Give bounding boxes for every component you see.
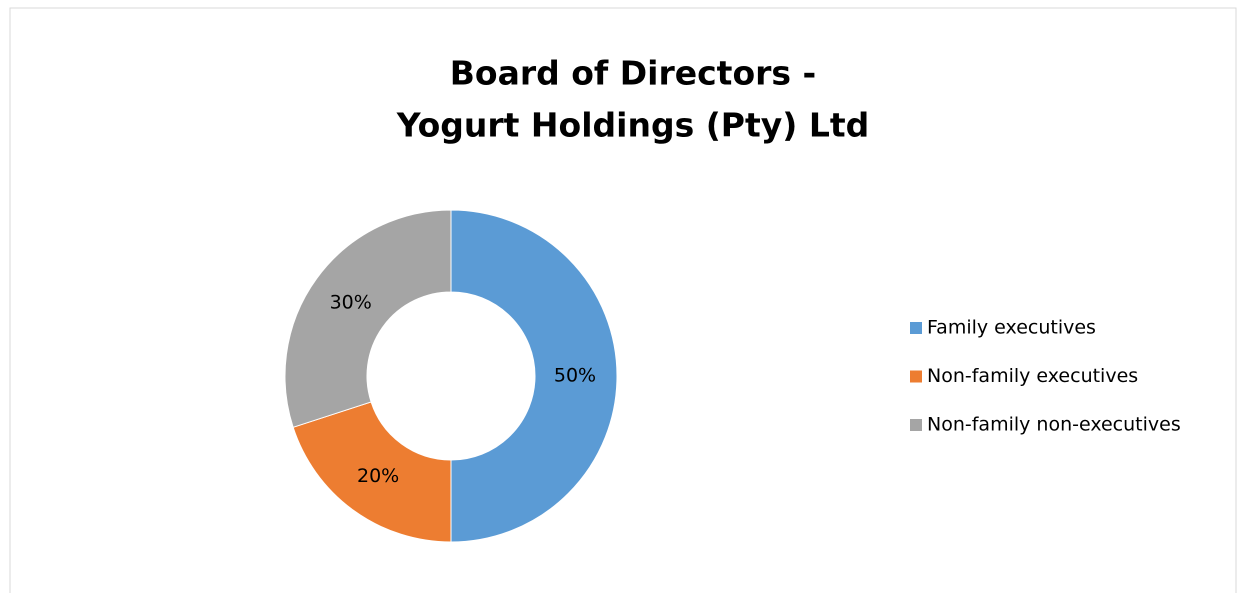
legend-label: Non-family non-executives — [927, 414, 1181, 436]
legend-swatch — [910, 370, 922, 383]
donut-segment — [450, 209, 618, 543]
donut-segment — [284, 209, 452, 428]
legend-label: Non-family executives — [927, 365, 1138, 387]
legend-swatch — [910, 322, 922, 334]
chart-frame — [9, 7, 1237, 593]
legend-swatch — [910, 419, 922, 431]
data-label: 30% — [330, 292, 372, 314]
chart-title: Board of Directors - — [450, 54, 816, 93]
data-label: 50% — [554, 365, 596, 387]
legend-label: Family executives — [927, 317, 1096, 339]
chart-title: Yogurt Holdings (Pty) Ltd — [396, 106, 870, 145]
data-label: 20% — [357, 465, 399, 487]
donut-segment — [292, 401, 452, 543]
